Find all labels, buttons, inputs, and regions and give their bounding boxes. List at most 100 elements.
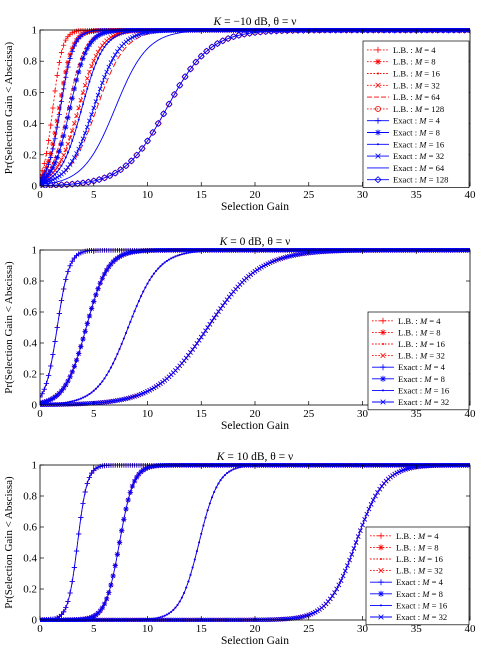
data-point [73,39,80,45]
data-point [90,391,93,394]
data-point [99,53,102,56]
data-point [229,33,238,41]
data-point [256,266,262,271]
data-point [105,374,108,377]
legend-entry: Exact : M = 64 [367,163,445,173]
y-axis-label: Pr(Selection Gain < Abscissa) [3,41,15,174]
data-point [159,616,162,619]
data-point [71,363,77,369]
data-point [223,474,226,477]
data-point [63,147,69,153]
data-point [54,402,60,407]
data-point [62,160,65,163]
data-point [185,352,191,358]
data-point [65,141,71,147]
data-point [52,160,58,166]
data-point [99,605,105,611]
data-point [224,34,232,43]
data-point [211,315,217,321]
chart-title-k: K [213,16,223,28]
data-point [118,33,121,36]
x-tick-label: 35 [411,408,423,420]
data-point [88,392,91,395]
data-point [183,355,189,361]
legend-entry: L.B. : M = 4 [372,316,441,326]
data-point [67,590,73,596]
data-point [198,541,201,544]
legend-marker [380,317,386,324]
data-point [115,49,120,54]
data-point [176,81,184,89]
data-point [99,275,105,281]
data-point [202,524,205,527]
data-point [93,53,99,59]
data-point [46,161,52,168]
y-tick-label: 0 [32,400,38,412]
data-point [213,40,221,48]
data-point [52,402,58,407]
data-point [221,476,224,479]
data-point [63,402,69,407]
data-point [129,483,136,489]
data-point [203,47,211,55]
data-point [65,64,71,70]
data-point [86,474,93,480]
chart-title-k: K [219,236,229,248]
data-point [187,580,190,583]
data-point [48,122,54,128]
data-point [450,28,458,34]
data-point [349,248,355,253]
data-point [138,469,144,475]
data-point [89,305,95,312]
data-point [439,28,447,34]
y-tick-label: 0.2 [23,369,37,381]
data-point [192,58,200,66]
data-point [198,334,204,340]
data-point [348,28,356,34]
data-point [69,128,75,134]
data-point [136,471,142,477]
data-point [461,28,469,34]
data-point [123,251,129,257]
legend-box [367,311,470,411]
data-point [193,558,196,561]
data-point [73,77,80,83]
data-point [219,37,227,45]
data-point [146,282,149,285]
legend-label: L.B. : M = 8 [393,57,436,67]
data-point [97,31,103,38]
data-point [185,586,188,589]
data-point [396,28,404,34]
data-point [82,103,84,106]
data-point [56,148,62,154]
data-point [150,275,153,278]
data-point [122,162,130,170]
data-point [259,264,264,270]
data-point [78,250,84,256]
data-point [207,321,213,327]
data-point [160,110,168,118]
chart-title-rest: = −10 dB, θ = ν [221,16,296,28]
data-point [56,111,62,118]
data-point [107,370,110,373]
data-point [46,137,52,144]
data-point [326,28,334,34]
data-point [209,318,215,324]
data-point [108,60,114,65]
data-point [251,28,259,37]
data-point [129,30,132,33]
legend: L.B. : M = 4L.B. : M = 8L.B. : M = 16L.B… [362,40,470,188]
x-tick-label: 25 [303,189,315,201]
legend-entry: L.B. : M = 8 [367,57,436,67]
data-point [111,169,119,177]
data-point [103,377,106,380]
data-point [41,176,47,182]
data-point [299,28,307,34]
data-point [43,398,50,404]
data-point [197,52,205,60]
data-point [364,28,372,34]
data-point [191,566,194,569]
data-point [71,139,74,142]
data-point [50,105,56,111]
data-point [86,394,89,397]
